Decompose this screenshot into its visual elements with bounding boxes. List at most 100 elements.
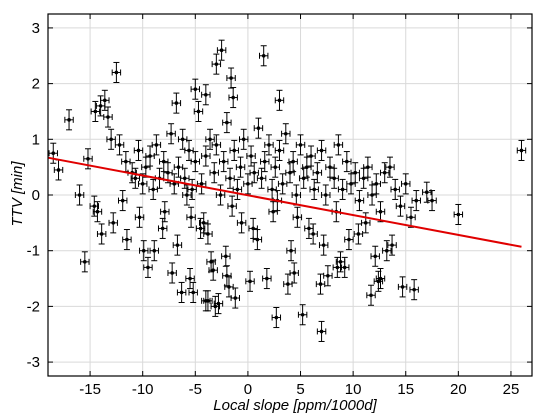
data-point xyxy=(225,120,229,125)
data-point xyxy=(414,198,419,203)
data-point xyxy=(385,248,389,253)
data-point xyxy=(99,232,104,236)
data-point xyxy=(221,159,226,164)
data-point xyxy=(106,115,110,119)
data-point xyxy=(294,193,299,197)
data-point xyxy=(388,165,392,169)
y-tick-label: -2 xyxy=(27,298,40,315)
data-point xyxy=(298,143,303,147)
data-point xyxy=(409,215,413,220)
data-point xyxy=(170,271,174,275)
data-point xyxy=(83,260,87,264)
x-axis-label: Local slope [ppm/1000d] xyxy=(213,397,377,414)
data-point xyxy=(361,176,366,181)
data-point xyxy=(160,226,165,231)
data-point xyxy=(238,165,243,169)
data-point xyxy=(328,165,332,169)
data-point xyxy=(67,118,71,122)
data-point xyxy=(239,221,244,225)
data-point xyxy=(190,187,194,192)
y-axis-label: TTV [min] xyxy=(9,161,26,227)
data-point xyxy=(323,193,328,197)
data-point xyxy=(301,176,306,181)
data-point xyxy=(390,243,394,247)
data-point xyxy=(193,159,198,164)
data-point xyxy=(255,237,260,242)
data-point xyxy=(400,285,405,289)
data-point xyxy=(98,104,103,108)
data-point xyxy=(280,182,285,186)
data-point xyxy=(345,159,349,164)
data-point xyxy=(326,273,330,278)
data-point xyxy=(307,226,311,231)
data-point xyxy=(393,187,398,192)
data-point xyxy=(216,301,221,306)
data-point xyxy=(357,198,362,203)
data-point xyxy=(274,315,279,320)
axis-ticks xyxy=(48,14,532,376)
data-point xyxy=(214,62,219,66)
data-point xyxy=(259,176,264,181)
data-point xyxy=(212,170,217,175)
data-point xyxy=(201,221,206,225)
data-point xyxy=(92,204,97,208)
data-point xyxy=(56,168,61,172)
data-point xyxy=(187,148,191,153)
x-tick-label: 10 xyxy=(345,381,362,398)
data-point xyxy=(295,215,300,220)
x-tick-label: 25 xyxy=(503,381,520,398)
x-tick-label: -15 xyxy=(79,381,101,398)
data-point xyxy=(319,329,324,334)
data-point xyxy=(189,215,193,220)
data-point xyxy=(229,76,233,80)
data-point xyxy=(144,165,148,169)
data-point xyxy=(219,48,224,52)
data-point xyxy=(125,237,129,242)
data-point xyxy=(271,209,275,214)
fit-line xyxy=(47,156,522,248)
data-point xyxy=(382,170,387,175)
data-point xyxy=(241,137,246,142)
data-point xyxy=(175,243,180,247)
data-point xyxy=(140,182,145,186)
data-point xyxy=(191,290,195,295)
data-point xyxy=(374,182,379,186)
data-point xyxy=(109,137,113,142)
data-point xyxy=(166,170,170,175)
data-point xyxy=(336,143,341,147)
data-point xyxy=(182,176,187,181)
data-point xyxy=(398,204,403,208)
data-point xyxy=(209,260,213,264)
data-point xyxy=(246,182,250,186)
data-point xyxy=(318,282,323,286)
data-point xyxy=(319,148,324,153)
data-point xyxy=(114,70,119,75)
data-point xyxy=(335,265,340,270)
data-point xyxy=(340,187,345,192)
data-point xyxy=(154,143,159,147)
data-point xyxy=(312,187,317,192)
data-point xyxy=(378,209,383,214)
data-point xyxy=(169,131,173,136)
data-point xyxy=(148,154,152,158)
data-point xyxy=(347,237,351,242)
data-point xyxy=(218,193,223,197)
data-point xyxy=(196,109,201,114)
y-tick-label: 3 xyxy=(32,20,40,37)
data-point xyxy=(77,193,82,197)
data-point xyxy=(206,232,210,236)
data-point xyxy=(277,148,282,153)
data-point xyxy=(249,154,253,158)
data-point xyxy=(252,170,257,175)
data-point xyxy=(519,148,524,153)
data-point xyxy=(261,53,266,58)
data-point xyxy=(289,248,293,253)
data-point xyxy=(176,165,181,169)
data-point xyxy=(373,254,378,259)
data-points xyxy=(51,48,524,334)
data-point xyxy=(172,182,177,186)
data-point xyxy=(111,221,116,225)
data-point xyxy=(430,198,434,203)
